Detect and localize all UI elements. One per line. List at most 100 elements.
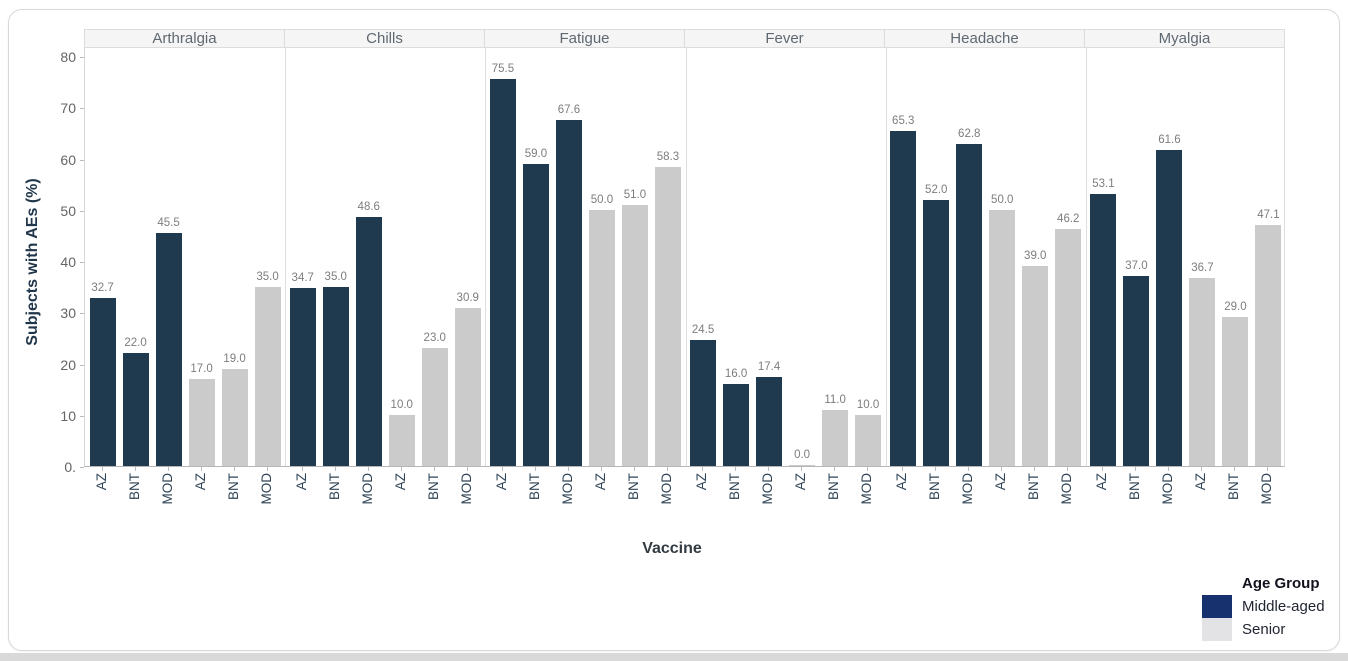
x-tick-mark	[1168, 467, 1170, 471]
bar-value-label: 67.6	[557, 103, 581, 116]
bar-value-label: 29.0	[1224, 301, 1247, 314]
x-tick-label: BNT	[526, 473, 542, 500]
y-tick-label: 70	[60, 100, 76, 116]
x-tick-label: AZ	[592, 473, 608, 491]
bar-value-label: 19.0	[223, 352, 246, 365]
bar-chills-az-middle-aged	[289, 288, 316, 466]
x-tick-mark	[735, 467, 737, 471]
x-tick-mark	[902, 467, 904, 471]
x-tick-label: MOD	[559, 473, 575, 505]
legend: Age Group Middle-aged Senior	[1202, 575, 1325, 641]
plot-area: 32.7 22.0 45.5 17.0 19.0 35.0 34.7 35.0 48.6 10.0…	[84, 48, 1285, 467]
x-tick-label: MOD	[258, 473, 274, 505]
bar-value-label: 59.0	[524, 147, 548, 160]
x-tick-mark	[1034, 467, 1036, 471]
x-tick-label: AZ	[392, 473, 408, 491]
bar-value-label: 34.7	[291, 272, 314, 285]
bar-arthralgia-az-senior	[188, 378, 215, 466]
x-tick-mark	[367, 467, 369, 471]
bar-headache-mod-middle-aged	[956, 144, 983, 466]
bar-value-label: 61.6	[1158, 134, 1181, 147]
bar-value-label: 36.7	[1191, 261, 1214, 274]
x-tick-mark	[400, 467, 402, 471]
x-tick-mark	[233, 467, 235, 471]
bar-value-label: 11.0	[824, 393, 846, 406]
x-tick-mark	[301, 467, 303, 471]
bar-value-label: 50.0	[991, 193, 1014, 206]
x-tick-mark	[534, 467, 536, 471]
bar-headache-az-senior	[989, 209, 1016, 466]
x-tick-mark	[702, 467, 704, 471]
bar-arthralgia-mod-middle-aged	[155, 232, 182, 466]
x-tick-mark	[501, 467, 503, 471]
x-tick-label: BNT	[826, 473, 842, 500]
bar-value-label: 35.0	[256, 270, 279, 283]
bar-chills-bnt-middle-aged	[322, 286, 349, 466]
x-tick-label: AZ	[293, 473, 309, 491]
bar-value-label: 22.0	[124, 337, 147, 350]
x-tick-mark	[968, 467, 970, 471]
bar-headache-bnt-senior	[1022, 266, 1049, 466]
bar-value-label: 45.5	[157, 216, 180, 229]
bar-value-label: 65.3	[892, 115, 915, 128]
x-tick-mark	[633, 467, 635, 471]
bar-value-label: 32.7	[91, 282, 114, 295]
x-tick-label: MOD	[159, 473, 175, 505]
bar-value-label: 39.0	[1024, 250, 1047, 263]
bar-value-label: 30.9	[456, 291, 479, 304]
x-tick-mark	[867, 467, 869, 471]
bar-arthralgia-bnt-middle-aged	[122, 353, 149, 466]
x-tick-mark	[834, 467, 836, 471]
bar-myalgia-az-senior	[1189, 277, 1216, 466]
bar-fever-bnt-senior	[822, 409, 849, 466]
bar-chills-az-senior	[388, 414, 415, 466]
x-tick-label: BNT	[225, 473, 241, 500]
x-tick-label: BNT	[425, 473, 441, 500]
legend-title: Age Group	[1242, 575, 1320, 592]
x-tick-mark	[666, 467, 668, 471]
x-tick-label: AZ	[694, 473, 710, 491]
bar-fatigue-az-middle-aged	[489, 79, 516, 466]
x-tick-label: MOD	[1160, 473, 1176, 505]
x-tick-label: MOD	[960, 473, 976, 505]
bar-value-label: 53.1	[1092, 177, 1115, 190]
y-tick-label: 0.	[64, 459, 76, 475]
legend-label: Senior	[1242, 621, 1286, 638]
x-tick-label: BNT	[727, 473, 743, 500]
bar-fatigue-mod-middle-aged	[555, 119, 582, 466]
bar-value-label: 62.8	[958, 128, 981, 141]
x-tick-label: BNT	[927, 473, 943, 500]
x-tick-mark	[433, 467, 435, 471]
x-tick-label: BNT	[1127, 473, 1143, 500]
y-tick-mark	[80, 160, 84, 161]
x-tick-mark	[1001, 467, 1003, 471]
panel-separator	[485, 48, 486, 466]
x-tick-mark	[1234, 467, 1236, 471]
x-tick-label: MOD	[859, 473, 875, 505]
x-tick-label: AZ	[793, 473, 809, 491]
facet-cell-myalgia: Myalgia	[1085, 30, 1284, 47]
y-tick-mark	[80, 108, 84, 109]
x-tick-label: AZ	[1193, 473, 1209, 491]
bar-value-label: 48.6	[357, 200, 380, 213]
facet-header-strip: Arthralgia Chills Fatigue Fever Headache Myal…	[84, 29, 1285, 48]
x-tick-label: MOD	[658, 473, 674, 505]
facet-title: Chills	[366, 30, 403, 47]
x-tick-mark	[1067, 467, 1069, 471]
panel-separator	[686, 48, 687, 466]
x-tick-mark	[768, 467, 770, 471]
x-tick-mark	[167, 467, 169, 471]
bar-value-label: 47.1	[1257, 208, 1280, 221]
bar-fever-mod-middle-aged	[756, 376, 783, 466]
x-tick-label: MOD	[1059, 473, 1075, 505]
bar-value-label: 50.0	[590, 193, 614, 206]
bar-chills-bnt-senior	[421, 348, 448, 466]
x-tick-label: AZ	[894, 473, 910, 491]
facet-cell-arthralgia: Arthralgia	[85, 30, 285, 47]
x-tick-mark	[101, 467, 103, 471]
bar-myalgia-mod-senior	[1255, 224, 1282, 466]
x-tick-label: BNT	[126, 473, 142, 500]
bar-fever-mod-senior	[855, 414, 882, 466]
bar-myalgia-bnt-senior	[1222, 317, 1249, 466]
